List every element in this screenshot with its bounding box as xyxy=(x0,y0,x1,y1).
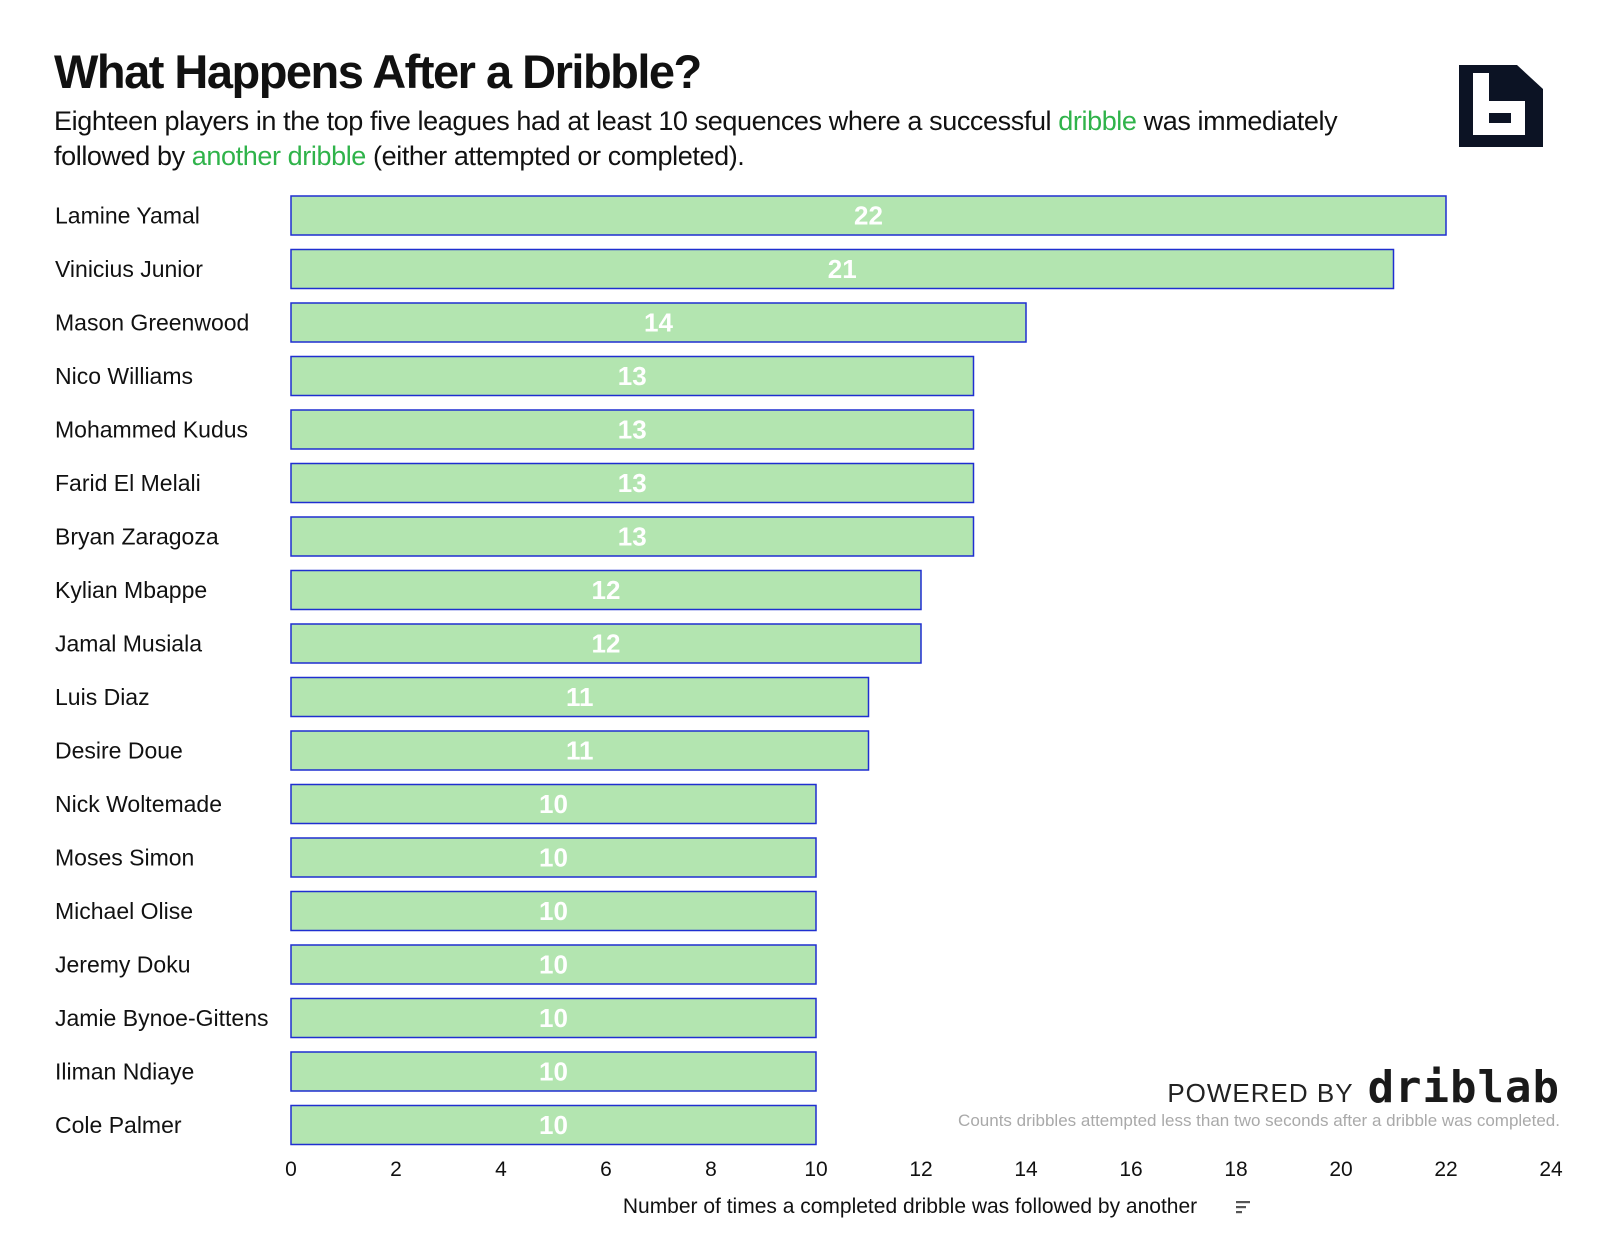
category-label: Moses Simon xyxy=(55,845,194,871)
value-label: 14 xyxy=(644,308,673,338)
category-label: Nico Williams xyxy=(55,363,193,389)
bar xyxy=(290,730,870,771)
category-label: Lamine Yamal xyxy=(55,203,200,229)
bar xyxy=(290,890,817,932)
value-label: 12 xyxy=(592,629,621,659)
subtitle-highlight-another-dribble: another dribble xyxy=(191,141,367,171)
category-label: Iliman Ndiaye xyxy=(55,1059,194,1085)
footnote: Counts dribbles attempted less than two … xyxy=(958,1111,1560,1130)
bar xyxy=(290,409,975,450)
category-label: Mohammed Kudus xyxy=(55,417,248,443)
bar xyxy=(290,355,975,397)
sort-icon[interactable] xyxy=(1236,1201,1250,1214)
x-tick-label: 14 xyxy=(1014,1158,1038,1181)
category-label: Farid El Melali xyxy=(55,470,201,496)
value-label: 22 xyxy=(854,201,883,231)
value-label: 10 xyxy=(539,1110,568,1140)
x-tick-label: 20 xyxy=(1329,1158,1352,1181)
category-label: Vinicius Junior xyxy=(55,256,203,282)
bar xyxy=(290,462,975,504)
value-label: 13 xyxy=(618,522,647,552)
bars xyxy=(290,195,1447,1146)
x-tick-label: 12 xyxy=(909,1158,932,1181)
bar xyxy=(290,837,817,878)
x-tick-label: 22 xyxy=(1434,1158,1457,1181)
category-label: Bryan Zaragoza xyxy=(55,524,219,550)
x-tick-label: 16 xyxy=(1119,1158,1142,1181)
subtitle-text-3: (either attempted or completed). xyxy=(365,141,745,171)
value-label: 10 xyxy=(539,896,568,926)
category-label: Mason Greenwood xyxy=(55,310,249,336)
chart-title: What Happens After a Dribble? xyxy=(54,45,702,98)
bar xyxy=(290,516,975,557)
value-label: 11 xyxy=(566,682,594,712)
category-label: Nick Woltemade xyxy=(55,791,222,817)
value-label: 21 xyxy=(828,254,857,284)
x-tick-label: 18 xyxy=(1224,1158,1247,1181)
value-labels: 22 21 14 13 13 13 13 12 12 11 11 10 10 10 10 10 10 10 xyxy=(539,201,883,1141)
subtitle-highlight-dribble: dribble xyxy=(1058,106,1137,136)
bar xyxy=(290,1051,817,1092)
brand-logo-icon xyxy=(1459,65,1543,147)
value-label: 13 xyxy=(618,468,647,498)
x-tick-label: 10 xyxy=(804,1158,827,1181)
bar xyxy=(290,248,1395,290)
bar xyxy=(290,302,1027,343)
bar xyxy=(290,623,922,664)
bar xyxy=(290,997,817,1039)
bar xyxy=(290,569,922,611)
value-label: 10 xyxy=(539,843,568,873)
subtitle-text-2: was immediately followed by xyxy=(54,106,1338,171)
x-axis-ticks: 0 2 4 6 8 10 12 14 16 18 20 22 24 xyxy=(285,1158,1563,1181)
powered-by-label: POWERED BY xyxy=(1167,1078,1354,1108)
chart-subtitle: Eighteen players in the top five leagues… xyxy=(54,104,1384,174)
category-label: Kylian Mbappe xyxy=(55,577,207,603)
value-label: 13 xyxy=(618,415,647,445)
subtitle-text-1: Eighteen players in the top five leagues… xyxy=(54,106,1059,136)
x-axis-title: Number of times a completed dribble was … xyxy=(623,1195,1250,1218)
x-tick-label: 24 xyxy=(1539,1158,1563,1181)
bar xyxy=(290,944,817,985)
category-label: Jeremy Doku xyxy=(55,952,190,978)
x-tick-label: 0 xyxy=(285,1158,297,1181)
category-labels: Lamine Yamal Vinicius Junior Mason Greenwo… xyxy=(55,203,268,1139)
bar xyxy=(290,676,870,718)
value-label: 12 xyxy=(592,575,621,605)
driblab-wordmark: driblab xyxy=(1367,1062,1560,1113)
value-label: 11 xyxy=(566,736,594,766)
x-tick-label: 8 xyxy=(705,1158,717,1181)
value-label: 10 xyxy=(539,950,568,980)
value-label: 10 xyxy=(539,1057,568,1087)
category-label: Cole Palmer xyxy=(55,1112,182,1138)
value-label: 13 xyxy=(618,361,647,391)
bar xyxy=(290,783,817,825)
x-tick-label: 2 xyxy=(390,1158,402,1181)
value-label: 10 xyxy=(539,789,568,819)
x-tick-label: 6 xyxy=(600,1158,612,1181)
category-label: Desire Doue xyxy=(55,738,183,764)
bar xyxy=(290,195,1447,236)
category-label: Luis Diaz xyxy=(55,684,150,710)
category-label: Jamie Bynoe-Gittens xyxy=(55,1005,268,1031)
x-tick-label: 4 xyxy=(495,1158,507,1181)
value-label: 10 xyxy=(539,1003,568,1033)
category-label: Jamal Musiala xyxy=(55,631,202,657)
category-label: Michael Olise xyxy=(55,898,193,924)
x-axis-label: Number of times a completed dribble was … xyxy=(623,1195,1197,1218)
bar xyxy=(290,1104,817,1146)
powered-by: POWERED BY driblab xyxy=(1167,1062,1560,1113)
